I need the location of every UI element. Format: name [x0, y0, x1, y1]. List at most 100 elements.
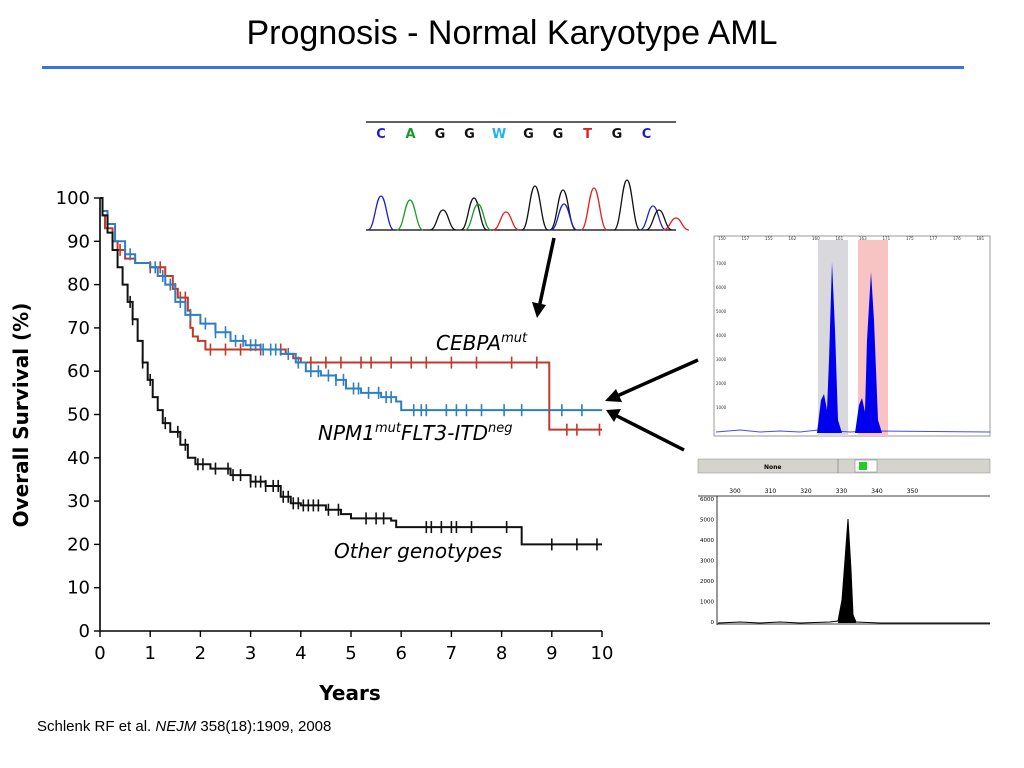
electro-top-x-tick: 176: [953, 236, 961, 241]
electro-bottom-x-tick: 310: [765, 488, 777, 495]
electro-bottom-x-tick: 320: [800, 488, 812, 495]
base-letter: G: [435, 127, 446, 142]
electro-bottom-y-tick: 0: [711, 620, 715, 626]
electro-bottom-x-tick: 300: [729, 488, 741, 495]
electro-top-x-tick: 160: [812, 236, 820, 241]
electropherogram-top: 150 157 155 162 160 161 163 171 175 177 176 181 7000…: [713, 235, 991, 437]
y-tick-label: 80: [67, 275, 90, 296]
y-tick-label: 90: [67, 231, 90, 252]
electro-top-y-tick: 6000: [716, 285, 727, 290]
x-tick-label: 0: [94, 643, 105, 664]
y-tick-label: 20: [67, 534, 90, 555]
curve-other: [100, 197, 602, 546]
x-tick-label: 4: [295, 643, 306, 664]
electro-top-x-tick: 181: [977, 236, 985, 241]
electro-top-y-tick: 2000: [716, 381, 727, 386]
electro-top-y-tick: 1000: [716, 405, 727, 410]
electro-bottom-y-tick: 4000: [700, 538, 714, 544]
base-letter: C: [376, 127, 386, 142]
citation-authors: Schlenk RF et al.: [37, 718, 156, 735]
sequence-peak: [460, 197, 488, 231]
citation-ref: 358(18):1909, 2008: [196, 718, 332, 735]
base-letter: G: [464, 127, 475, 142]
x-tick-label: 8: [496, 643, 507, 664]
electro-top-y-tick: 4000: [716, 333, 727, 338]
electro-top-x-tick: 175: [906, 236, 914, 241]
x-tick-label: 3: [245, 643, 256, 664]
sequence-peak: [580, 187, 608, 231]
y-tick-label: 40: [67, 448, 90, 469]
y-tick-label: 30: [67, 491, 90, 512]
sequence-peak: [367, 195, 395, 231]
electro-top-peak-2: [855, 272, 882, 433]
sequence-peak: [639, 205, 667, 231]
sequence-peak: [464, 203, 492, 231]
arrowhead-npm1-upper: [605, 389, 622, 402]
x-tick-label: 2: [195, 643, 206, 664]
y-tick-label: 70: [67, 318, 90, 339]
y-tick-label: 50: [67, 405, 90, 426]
sequence-peak: [550, 203, 578, 231]
sequence-peak: [662, 217, 690, 231]
electro-top-x-tick: 177: [930, 236, 938, 241]
electro-bottom-x-tick: 340: [871, 488, 883, 495]
x-tick-label: 9: [546, 643, 557, 664]
y-tick-label: 60: [67, 361, 90, 382]
x-tick-label: 1: [144, 643, 155, 664]
electro-top-y-tick: 3000: [716, 357, 727, 362]
base-letter: T: [583, 127, 592, 142]
km-curves: [100, 197, 602, 551]
electro-bottom-status-green: [859, 462, 867, 470]
arrow-bottom-electro-to-npm1: [616, 414, 685, 452]
y-tick-label: 0: [79, 621, 90, 642]
electro-top-y-tick: 5000: [716, 309, 727, 314]
electro-bottom-x-tick: 330: [836, 488, 848, 495]
arrows: [532, 237, 699, 452]
y-axis-label: Overall Survival (%): [9, 303, 33, 528]
base-letter: A: [405, 127, 415, 142]
sequence-peak: [613, 179, 641, 231]
electro-top-frame: [713, 235, 991, 437]
arrow-top-electro-to-npm1: [616, 358, 699, 398]
electro-top-x-tick: 155: [765, 236, 773, 241]
electro-bottom-header-label: None: [764, 464, 781, 471]
electro-bottom-noise: [717, 518, 990, 624]
electro-bottom-y-tick: 3000: [700, 559, 714, 565]
x-tick-label: 10: [591, 643, 614, 664]
npm1-label-mid: FLT3-ITD: [401, 421, 488, 445]
sequence-peaks: [367, 179, 690, 231]
base-letter: C: [642, 127, 652, 142]
sequence-peak: [429, 209, 457, 231]
electro-top-x-tick: 161: [836, 236, 844, 241]
sequence-peak: [521, 185, 549, 231]
y-tick-label: 10: [67, 578, 90, 599]
electro-top-peak-1: [817, 262, 842, 433]
electro-bottom-y-tick: 2000: [700, 579, 714, 585]
base-letter: G: [553, 127, 564, 142]
cebpa-label-name: CEBPA: [436, 331, 501, 355]
electro-top-ticks: 150 157 155 162 160 161 163 171 175 177 176 181 7000…: [716, 236, 985, 410]
sequence-peak: [645, 209, 673, 231]
npm1-label-sup: mut: [375, 421, 402, 436]
cebpa-label-sup: mut: [501, 331, 528, 346]
x-tick-label: 5: [345, 643, 356, 664]
npm1-label-sup2: neg: [488, 421, 513, 436]
electro-top-y-tick: 7000: [716, 261, 727, 266]
arrowhead-npm1-lower: [606, 409, 621, 422]
electro-bottom-y-tick: 1000: [700, 600, 714, 606]
electro-bottom-y-tick: 5000: [700, 518, 714, 524]
sequence-peak: [396, 199, 424, 231]
arrowhead-cebpa: [532, 302, 546, 318]
base-letter: G: [612, 127, 623, 142]
series-label-npm1: NPM1mutFLT3-ITDneg: [318, 421, 512, 445]
x-axis-label: Years: [318, 681, 380, 705]
npm1-label-name: NPM1: [318, 421, 375, 445]
electropherogram-bottom: None 300 310 320 330 340 350 6000 5000 4000 3000 2…: [697, 458, 991, 626]
y-tick-label: 100: [56, 188, 90, 209]
series-label-other: Other genotypes: [334, 539, 502, 563]
arrow-chromatogram-to-cebpa: [537, 237, 556, 309]
